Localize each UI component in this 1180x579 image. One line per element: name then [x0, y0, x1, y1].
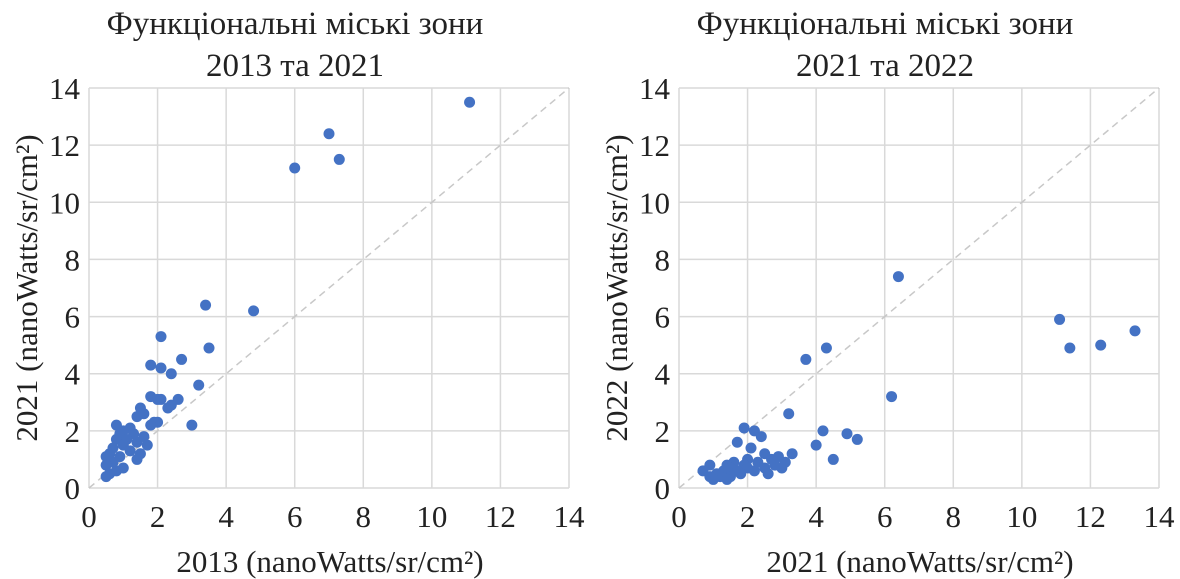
x-tick-label: 2: [150, 499, 166, 534]
x-tick-label: 2: [740, 499, 756, 534]
y-tick-label: 14: [639, 71, 671, 106]
y-tick-label: 10: [639, 185, 670, 220]
x-tick-label: 6: [287, 499, 303, 534]
chart-title-line-1: Функціональні міські зони: [696, 6, 1074, 42]
data-point: [762, 468, 774, 480]
data-point: [124, 445, 136, 457]
scatter-plot-2013-2021: 0 2 4 6 8 10 12 14 0 2 4 6 8 10 12 14 2013 (nanoWatts/…: [9, 71, 586, 579]
data-point: [735, 468, 747, 480]
y-tick-label: 0: [65, 471, 81, 506]
y-tick-label: 6: [655, 300, 671, 335]
data-point: [248, 305, 260, 317]
y-tick-label: 12: [49, 128, 80, 163]
x-tick-label: 4: [218, 499, 234, 534]
data-point: [165, 399, 177, 411]
data-point: [810, 439, 822, 451]
x-axis-label: 2013 (nanoWatts/sr/cm²): [176, 544, 483, 579]
x-tick-label: 12: [1075, 499, 1106, 534]
data-point: [289, 162, 301, 174]
y-tick-label: 0: [655, 471, 671, 506]
data-point: [145, 359, 157, 371]
data-point: [141, 439, 153, 451]
y-tick-label: 2: [65, 414, 81, 449]
data-point: [176, 353, 188, 365]
data-point: [1054, 313, 1066, 325]
data-point: [827, 453, 839, 465]
chart-title-line-2: 2021 та 2022: [796, 48, 974, 84]
y-axis-label: 2022 (nanoWatts/sr/cm²): [599, 134, 634, 441]
x-tick-label: 0: [671, 499, 687, 534]
x-tick-label: 10: [1006, 499, 1037, 534]
data-point: [783, 408, 795, 420]
y-tick-label: 12: [639, 128, 670, 163]
data-point: [755, 431, 767, 443]
y-tick-label: 8: [65, 242, 81, 277]
x-tick-label: 12: [485, 499, 516, 534]
x-tick-label: 0: [81, 499, 97, 534]
data-point: [145, 419, 157, 431]
data-point: [786, 448, 798, 460]
data-point: [841, 428, 853, 440]
data-point: [886, 391, 898, 403]
data-point: [131, 436, 143, 448]
chart-title-line-1: Функціональні міські зони: [106, 6, 484, 42]
data-point: [745, 442, 757, 454]
data-point: [131, 453, 143, 465]
data-point: [155, 362, 167, 374]
data-point: [165, 368, 177, 380]
y-tick-label: 14: [49, 71, 81, 106]
y-tick-label: 4: [65, 357, 81, 392]
y-tick-label: 2: [655, 414, 671, 449]
data-point: [203, 342, 215, 354]
chart-panel-2021-2022: Функціональні міські зони 2021 та 2022 0…: [590, 0, 1180, 579]
data-point: [721, 473, 733, 485]
y-tick-label: 10: [49, 185, 80, 220]
y-tick-label: 6: [65, 300, 81, 335]
data-point: [776, 462, 788, 474]
chart-title-line-2: 2013 та 2021: [206, 48, 384, 84]
reference-line-y-equals-x: [88, 87, 570, 489]
data-point: [100, 471, 112, 483]
data-point: [323, 128, 335, 140]
data-point: [820, 342, 832, 354]
y-tick-label: 4: [655, 357, 671, 392]
data-point: [464, 96, 476, 108]
data-point: [333, 153, 345, 165]
data-point: [131, 411, 143, 423]
data-point: [738, 422, 750, 434]
y-tick-label: 8: [655, 242, 671, 277]
x-tick-label: 8: [946, 499, 962, 534]
data-point: [800, 353, 812, 365]
x-tick-label: 14: [554, 499, 586, 534]
chart-panel-2013-2021: Функціональні міські зони 2013 та 2021 0…: [9, 6, 586, 579]
x-tick-label: 6: [877, 499, 893, 534]
data-point: [731, 436, 743, 448]
data-point: [200, 299, 212, 311]
data-point: [193, 379, 205, 391]
data-point: [155, 331, 167, 343]
x-tick-label: 14: [1144, 499, 1176, 534]
data-point: [1129, 325, 1141, 337]
data-point: [100, 459, 112, 471]
data-point: [707, 473, 719, 485]
scatter-plot-2021-2022: 0 2 4 6 8 10 12 14 0 2 4 6 8 10 12 14 2021 (nanoWatts/…: [599, 71, 1176, 579]
x-axis-label: 2021 (nanoWatts/sr/cm²): [766, 544, 1073, 579]
x-tick-label: 4: [808, 499, 824, 534]
y-axis-label: 2021 (nanoWatts/sr/cm²): [9, 134, 44, 441]
data-point: [1095, 339, 1107, 351]
reference-line-y-equals-x: [678, 87, 1160, 489]
x-tick-label: 10: [416, 499, 447, 534]
data-point: [748, 465, 760, 477]
data-point: [155, 393, 167, 405]
data-point: [1064, 342, 1076, 354]
data-point: [817, 425, 829, 437]
data-point: [186, 419, 198, 431]
x-tick-label: 8: [356, 499, 372, 534]
data-point: [851, 433, 863, 445]
data-point: [892, 271, 904, 283]
